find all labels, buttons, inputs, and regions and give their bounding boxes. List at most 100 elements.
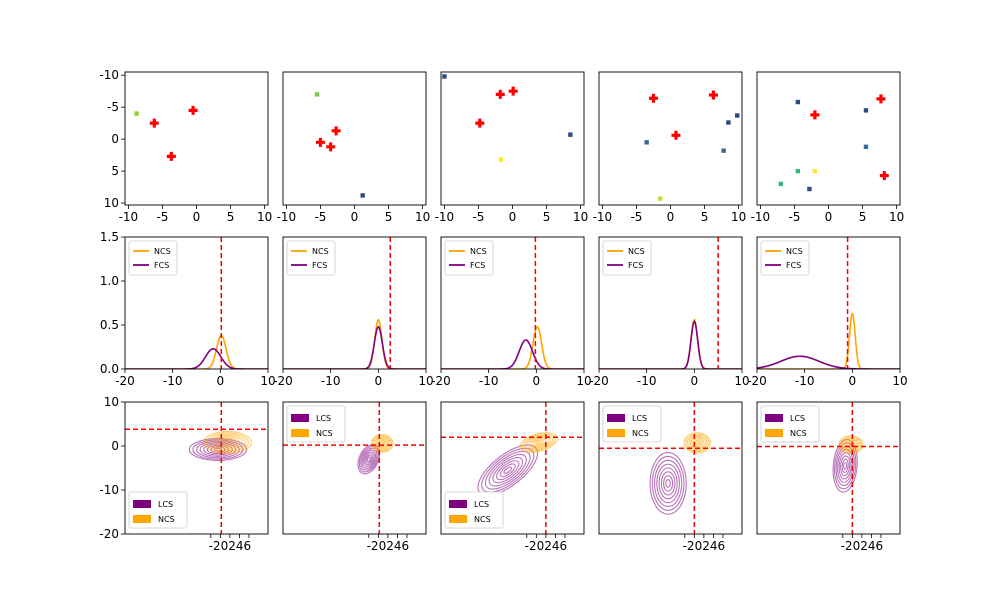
x-tick-label: -10 [479, 374, 499, 388]
x-tick-label: 10 [892, 374, 907, 388]
contour-ncs [686, 434, 708, 452]
x-tick-label: -5 [788, 210, 800, 224]
x-tick-labels: -20246 [683, 539, 726, 553]
square-point [807, 186, 812, 192]
x-tick-label: 2 [860, 539, 868, 553]
contour-ncs [217, 437, 237, 448]
x-tick-label: 2 [544, 539, 552, 553]
legend-label: FCS [312, 261, 327, 270]
x-tick-label: 0 [193, 210, 201, 224]
contour-lcs [841, 458, 849, 473]
square-point [778, 181, 784, 187]
y-tick-label: 1.5 [100, 230, 119, 244]
subplot-r1-c4: -10 -5 0 5 10 [593, 71, 746, 224]
x-tick-label: 6 [401, 539, 409, 553]
contour-lcs [503, 466, 512, 474]
contour-ncs [691, 438, 703, 448]
x-tick-label: -10 [637, 374, 657, 388]
square-point [721, 148, 726, 153]
contour-ncs [215, 436, 240, 449]
subplot-r2-c3: -20 -10 0 10 NCS FCS [431, 236, 592, 388]
contour-lcs [658, 467, 678, 500]
x-tick-label: 10 [734, 374, 749, 388]
cross-point [708, 90, 718, 100]
x-tick-label: -20 [747, 374, 767, 388]
x-tick-label: -2 [525, 539, 537, 553]
square-point [735, 113, 740, 118]
cross-point [331, 126, 341, 136]
contour-lcs [496, 460, 520, 481]
legend-label: LCS [474, 500, 489, 509]
y-tick-label: 0.5 [100, 318, 119, 332]
contour-ncs [372, 435, 393, 452]
contour-ncs [844, 439, 858, 450]
legend-box [760, 240, 810, 276]
square-point [812, 168, 818, 174]
legend: NCS FCS [286, 240, 336, 276]
legend: LCS NCS [760, 405, 820, 443]
subplot-r2-c5: -20 -10 0 10 NCS FCS [747, 236, 908, 388]
x-tick-label: 10 [889, 210, 904, 224]
legend-label: NCS [158, 515, 175, 524]
plot-area [441, 237, 584, 369]
x-tick-label: -10 [435, 210, 455, 224]
x-tick-label: 2 [702, 539, 710, 553]
contour-lcs [361, 449, 377, 469]
plot-area [599, 237, 742, 369]
x-tick-label: 4 [394, 539, 402, 553]
contour-lcs [651, 455, 685, 511]
legend-label: LCS [790, 414, 805, 423]
subplot-r3-c4: -20246 LCS NCS [598, 401, 743, 553]
contour-ncs [533, 439, 544, 446]
x-tick-label: 0 [509, 210, 517, 224]
plot-area [757, 237, 900, 369]
x-tick-label: 10 [415, 210, 430, 224]
x-tick-labels: -20246 [525, 539, 568, 553]
x-tick-label: 0 [221, 539, 229, 553]
legend-box [286, 240, 336, 276]
x-tick-label: 5 [701, 210, 709, 224]
density-line-fcs [283, 325, 426, 369]
cross-point [188, 105, 198, 115]
contour-lcs [488, 453, 527, 487]
x-tick-label: 0 [351, 210, 359, 224]
plot-area [644, 90, 740, 201]
legend-label: NCS [154, 247, 171, 256]
cross-point [326, 142, 336, 152]
x-tick-label: -20 [115, 374, 135, 388]
axes-frame [282, 401, 427, 535]
x-tick-label: -10 [277, 210, 297, 224]
contour-ncs [521, 433, 556, 452]
subplot-r3-c3: -20246 LCS NCS [440, 401, 585, 553]
legend-swatch [765, 429, 783, 437]
subplot-r1-c5: -10 -5 0 5 10 [751, 71, 904, 224]
legend-label: LCS [158, 500, 173, 509]
x-tick-label: 0 [695, 539, 703, 553]
subplot-r2-c1: -20 -10 0 10 0.0 0.5 1.0 1.5 NCS FCS [100, 230, 276, 388]
plot-area [599, 402, 742, 534]
square-point [795, 99, 801, 105]
contour-ncs [203, 430, 252, 455]
contour-lcs [653, 459, 683, 508]
square-point [360, 193, 365, 198]
subplot-r3-c5: -20246 LCS NCS [756, 401, 901, 553]
plot-area [442, 74, 573, 162]
density-line-fcs [599, 320, 742, 369]
x-tick-label: -20 [431, 374, 451, 388]
legend: LCS NCS [444, 491, 504, 529]
x-tick-label: 0 [825, 210, 833, 224]
legend: NCS FCS [602, 240, 652, 276]
contour-ncs [370, 434, 394, 453]
axes-frame [440, 401, 585, 535]
x-tick-label: 2 [386, 539, 394, 553]
axes-frame [124, 71, 269, 206]
contour-ncs [528, 437, 549, 448]
legend-label: NCS [316, 429, 333, 438]
plot-area [125, 402, 268, 534]
contour-lcs [484, 450, 531, 490]
legend-label: NCS [632, 429, 649, 438]
axes-frame [598, 401, 743, 535]
axes-frame [282, 71, 427, 206]
